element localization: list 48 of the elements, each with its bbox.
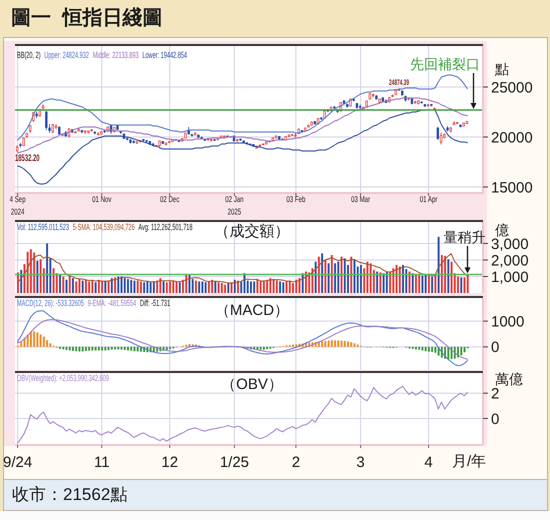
annotation: Diff: -51.731 <box>140 298 170 308</box>
text: Lower: 19442.854 <box>142 50 188 60</box>
chart-title: （成交額） <box>214 223 290 240</box>
text: 9-EMA: -481.59554 <box>88 298 136 308</box>
y-axis-title: 萬億 <box>495 371 523 387</box>
series-label: Vol: 112,595,011,523 <box>17 222 69 232</box>
y-axis-title: 點 <box>495 61 509 77</box>
text: Middle: 22133.893 <box>92 50 139 60</box>
y-tick-label: 2,000 <box>491 252 529 270</box>
text: 5-SMA: 104,539,094,726 <box>72 222 135 232</box>
x-tick-label: 3 <box>356 454 365 471</box>
x-tick-label: 03 Feb <box>286 194 306 204</box>
annotation: 18532.20 <box>14 152 40 164</box>
x-tick-label: 12 <box>161 454 178 471</box>
chart-title: 圖一 恒指日綫圖 <box>11 6 163 30</box>
x-tick-label: 4 Sep 2024 <box>10 194 26 217</box>
y-tick-label: 3,000 <box>491 236 529 253</box>
x-axis-title: 月/年 <box>452 453 486 470</box>
y-tick-label: 20000 <box>491 129 533 146</box>
x-tick-label: 02 Jan 2025 <box>225 194 244 217</box>
series-label: MACD(12, 26): -533.32605 <box>17 298 84 308</box>
x-tick-label: 9/24 <box>3 454 32 471</box>
y-tick-label: 2 <box>491 386 500 403</box>
y-tick-label: 1,000 <box>491 268 529 286</box>
chart-title: （OBV） <box>221 376 283 393</box>
legend-title: BB(20, 2) <box>17 50 41 60</box>
y-tick-label: 1000 <box>491 313 524 330</box>
text: OBV(Weighted): +2,053,990,342,609 <box>17 372 109 382</box>
x-tick-label: 11 <box>94 454 110 471</box>
x-tick-label: 01 Nov <box>92 194 112 204</box>
annotation: 24874.39 <box>389 78 410 88</box>
text: 收市：21562點 <box>12 485 128 504</box>
x-tick-label: 2 <box>292 454 300 471</box>
x-tick-label: 4 <box>424 454 433 471</box>
annotation: Avg: 112,262,501,718 <box>138 222 193 232</box>
y-tick-label: 15000 <box>491 179 533 196</box>
x-tick-label: 01 Apr <box>420 194 438 204</box>
ref-line-label: 先回補裂口 <box>410 56 480 72</box>
y-tick-label: 25000 <box>491 79 533 96</box>
y-axis-title: 億 <box>495 222 509 238</box>
y-tick-label: 0 <box>491 339 500 356</box>
y-tick-label: 0 <box>491 410 500 428</box>
chart-title: （MACD） <box>214 302 290 319</box>
annotation: 量稍升 <box>443 229 486 245</box>
x-tick-label: 1/25 <box>220 454 250 471</box>
x-tick-label: 03 Mar <box>351 194 371 204</box>
text: Upper: 24824.932 <box>44 50 89 60</box>
x-tick-label: 02 Dec <box>160 194 180 204</box>
